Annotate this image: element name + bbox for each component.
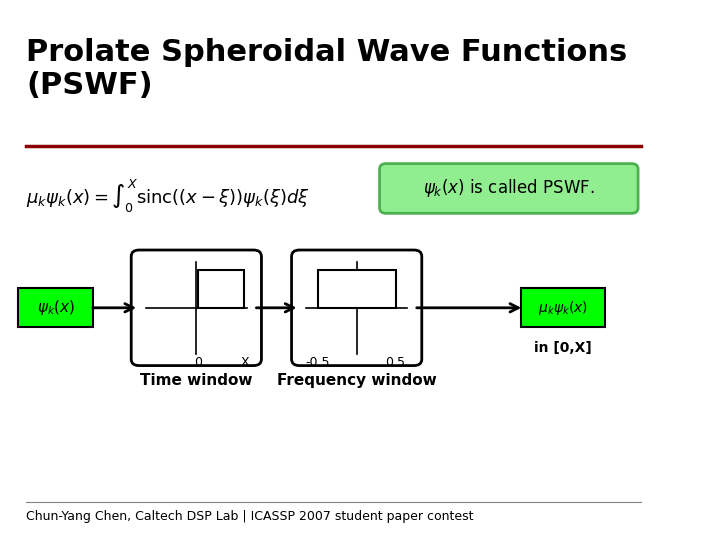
FancyBboxPatch shape <box>292 250 422 366</box>
Text: Frequency window: Frequency window <box>276 373 436 388</box>
FancyBboxPatch shape <box>18 288 94 327</box>
Text: Prolate Spheroidal Wave Functions
(PSWF): Prolate Spheroidal Wave Functions (PSWF) <box>26 38 627 100</box>
Text: in [0,X]: in [0,X] <box>534 341 592 355</box>
FancyBboxPatch shape <box>379 164 638 213</box>
Text: $\mu_k\psi_k(x) = \int_0^X \mathrm{sinc}((x-\xi))\psi_k(\xi)d\xi$: $\mu_k\psi_k(x) = \int_0^X \mathrm{sinc}… <box>26 178 310 215</box>
Text: -0.5: -0.5 <box>305 356 330 369</box>
Text: $\psi_k(x)$: $\psi_k(x)$ <box>37 298 75 318</box>
Text: 0.5: 0.5 <box>386 356 405 369</box>
Text: Chun-Yang Chen, Caltech DSP Lab | ICASSP 2007 student paper contest: Chun-Yang Chen, Caltech DSP Lab | ICASSP… <box>26 510 474 523</box>
Bar <box>318 270 395 308</box>
Text: X: X <box>240 356 249 369</box>
FancyBboxPatch shape <box>131 250 261 366</box>
FancyBboxPatch shape <box>521 288 605 327</box>
Text: 0: 0 <box>194 356 202 369</box>
Text: $\psi_k(x)$ is called PSWF.: $\psi_k(x)$ is called PSWF. <box>423 178 595 199</box>
Text: $\mu_k\psi_k(x)$: $\mu_k\psi_k(x)$ <box>538 299 588 317</box>
Bar <box>198 270 244 308</box>
Text: Time window: Time window <box>140 373 253 388</box>
